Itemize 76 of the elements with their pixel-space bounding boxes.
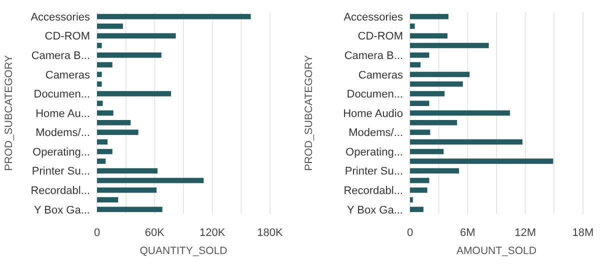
y-tick-label: Accessories	[344, 11, 404, 24]
bar	[410, 206, 424, 212]
y-tick-label: Recordabl...	[344, 184, 403, 197]
bar	[410, 120, 458, 126]
x-axis-title: QUANTITY_SOLD	[140, 245, 228, 257]
x-tick-label: 60K	[144, 227, 166, 239]
y-tick-label: Home Audio	[343, 108, 403, 120]
bar	[410, 33, 448, 39]
y-tick-label: Operating...	[32, 146, 90, 158]
y-tick-label: Cameras	[45, 69, 90, 82]
bar	[410, 91, 445, 96]
bar	[410, 168, 460, 174]
bar	[410, 178, 430, 184]
y-tick-label: Operating...	[346, 146, 403, 158]
x-tick-label: 180K	[257, 227, 284, 239]
bar	[97, 158, 106, 164]
y-tick-label: Cameras	[358, 69, 404, 82]
bar	[97, 197, 118, 202]
bar	[410, 148, 444, 154]
bar	[97, 168, 158, 174]
bar	[410, 42, 489, 48]
x-tick-label: 18M	[572, 227, 594, 239]
bar	[97, 33, 176, 39]
bar	[410, 14, 448, 20]
bar	[97, 14, 251, 20]
y-tick-label: Recordabl...	[30, 184, 90, 197]
bar	[97, 52, 162, 58]
x-axis-title: AMOUNT_SOLD	[456, 245, 537, 257]
bar	[410, 72, 470, 78]
y-axis-title: PROD_SUBCATEGORY	[3, 55, 15, 171]
y-tick-label: Camera B...	[31, 50, 90, 62]
bar	[410, 187, 428, 193]
y-tick-label: Y Box Ga...	[34, 204, 90, 216]
y-tick-label: Camera B...	[344, 50, 403, 62]
bar	[410, 158, 554, 164]
x-tick-label: 0	[406, 227, 414, 239]
x-tick-label: 6M	[460, 227, 476, 239]
bar	[97, 130, 138, 135]
x-tick-label: 0	[94, 227, 100, 239]
bar	[97, 91, 172, 96]
y-axis-title: PROD_SUBCATEGORY	[303, 55, 315, 171]
bar	[97, 42, 102, 48]
x-tick-label: 12M	[514, 227, 536, 239]
y-tick-label: Home Au...	[36, 108, 90, 120]
bar	[410, 81, 463, 87]
bar	[410, 24, 415, 29]
y-tick-label: Printer Su...	[32, 166, 90, 178]
bar	[97, 24, 123, 29]
bar	[97, 81, 102, 87]
bar	[97, 187, 157, 193]
bar	[410, 62, 421, 68]
y-tick-label: Y Box Ga...	[346, 204, 403, 216]
y-tick-label: CD-ROM	[358, 30, 403, 43]
y-tick-label: Documen...	[34, 88, 90, 101]
bar	[97, 206, 162, 212]
bar	[97, 100, 103, 106]
bar	[97, 139, 108, 145]
y-tick-label: Modems/...	[36, 127, 90, 140]
y-tick-label: Documen...	[346, 88, 403, 101]
bar	[97, 72, 102, 78]
y-tick-label: CD-ROM	[44, 30, 90, 43]
bar	[97, 110, 114, 116]
bar	[97, 148, 112, 154]
bar	[410, 100, 430, 106]
y-tick-label: Accessories	[30, 11, 90, 24]
y-tick-label: Modems/...	[348, 127, 403, 140]
bar	[410, 110, 510, 116]
bar	[97, 120, 131, 126]
bar	[410, 130, 430, 135]
bar	[410, 139, 522, 145]
bar	[410, 197, 413, 202]
bar	[97, 178, 204, 184]
bar	[97, 62, 112, 68]
y-tick-label: Printer Su...	[344, 166, 403, 178]
x-tick-label: 120K	[199, 227, 226, 239]
bar	[410, 52, 430, 58]
